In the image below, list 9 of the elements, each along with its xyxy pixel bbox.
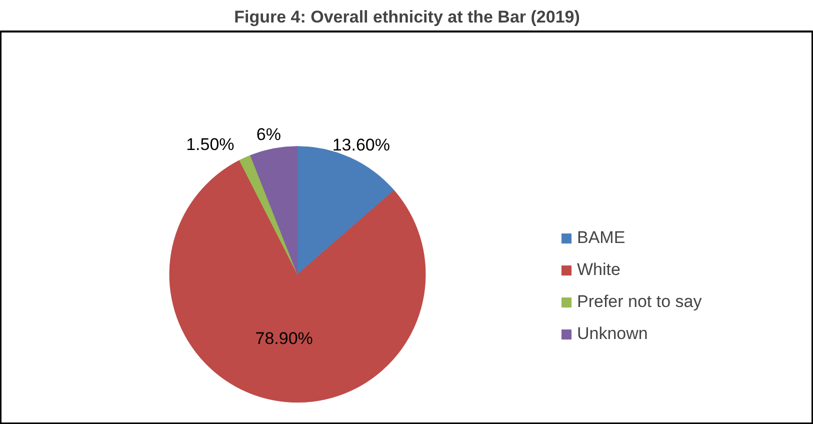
legend-label: BAME — [577, 228, 626, 248]
data-label: 6% — [256, 124, 282, 144]
legend-label: White — [577, 260, 620, 280]
chart-title: Figure 4: Overall ethnicity at the Bar (2019) — [234, 8, 580, 26]
legend-label: Prefer not to say — [577, 292, 702, 312]
data-label: 78.90% — [255, 328, 313, 348]
legend-label: Unknown — [577, 324, 648, 344]
data-label: 1.50% — [186, 135, 234, 154]
data-label: 13.60% — [332, 135, 390, 154]
